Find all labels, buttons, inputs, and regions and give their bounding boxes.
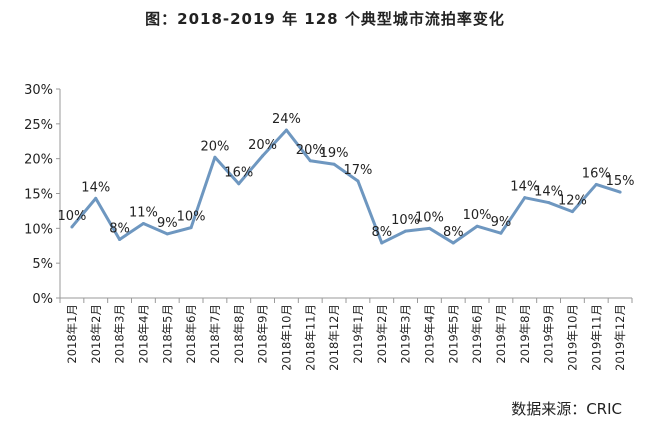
data-point (451, 241, 455, 245)
data-point (570, 210, 574, 214)
data-label: 8% (109, 221, 130, 236)
x-tick-label: 2019年12月 (613, 304, 627, 371)
data-label: 16% (224, 166, 253, 181)
y-tick-label: 0% (32, 292, 53, 307)
y-tick-label: 10% (24, 222, 53, 237)
data-point (523, 196, 527, 200)
data-label: 20% (248, 138, 277, 153)
data-label: 14% (81, 180, 110, 195)
chart-title: 图：2018-2019 年 128 个典型城市流拍率变化 (145, 10, 505, 28)
data-label: 12% (558, 194, 587, 209)
data-label: 10% (57, 209, 86, 224)
data-point (499, 231, 503, 235)
data-point (404, 229, 408, 233)
y-tick-label: 20% (24, 153, 53, 168)
data-point (547, 201, 551, 205)
data-point (284, 128, 288, 132)
x-tick-label: 2019年3月 (399, 304, 413, 364)
data-label: 9% (491, 215, 512, 230)
data-point (70, 225, 74, 229)
data-point (475, 224, 479, 228)
data-label: 11% (129, 205, 158, 220)
series-line (70, 128, 621, 245)
data-point (380, 241, 384, 245)
x-tick-label: 2019年9月 (542, 304, 556, 364)
x-tick-label: 2018年8月 (232, 304, 246, 364)
x-tick-label: 2018年3月 (113, 304, 127, 364)
data-point (237, 182, 241, 186)
x-tick-label: 2019年1月 (351, 304, 365, 364)
data-point (141, 221, 145, 225)
data-point (594, 182, 598, 186)
x-tick-label: 2019年7月 (494, 304, 508, 364)
data-point (427, 226, 431, 230)
x-tick-label: 2018年9月 (256, 304, 270, 364)
data-label: 19% (320, 146, 349, 161)
data-label: 14% (534, 185, 563, 200)
data-label: 8% (443, 225, 464, 240)
data-point (165, 232, 169, 236)
data-label: 10% (177, 210, 206, 225)
x-tick-label: 2019年6月 (470, 304, 484, 364)
chart-source: 数据来源：CRIC (511, 400, 622, 418)
x-tick-label: 2018年4月 (136, 304, 150, 364)
data-label: 17% (343, 163, 372, 178)
x-tick-label: 2019年8月 (518, 304, 532, 364)
data-point (189, 226, 193, 230)
x-tick-label: 2019年5月 (446, 304, 460, 364)
data-label: 15% (606, 174, 635, 189)
y-tick-label: 30% (24, 83, 53, 98)
x-tick-label: 2018年7月 (208, 304, 222, 364)
data-label: 8% (371, 225, 392, 240)
data-label: 10% (391, 213, 420, 228)
data-label: 10% (463, 208, 492, 223)
y-tick-label: 15% (24, 188, 53, 203)
y-tick-label: 5% (32, 257, 53, 272)
x-tick-label: 2019年2月 (375, 304, 389, 364)
data-point (618, 190, 622, 194)
data-label: 14% (510, 180, 539, 195)
data-label: 9% (157, 216, 178, 231)
data-point (356, 179, 360, 183)
x-tick-label: 2018年12月 (327, 304, 341, 371)
data-label: 10% (415, 210, 444, 225)
x-tick-label: 2019年10月 (565, 304, 579, 371)
data-point (118, 237, 122, 241)
data-label: 20% (200, 139, 229, 154)
data-point (94, 196, 98, 200)
x-tick-label: 2018年10月 (279, 304, 293, 371)
x-tick-label: 2019年4月 (422, 304, 436, 364)
data-point (261, 154, 265, 158)
data-label: 20% (296, 143, 325, 158)
x-tick-label: 2019年11月 (589, 304, 603, 371)
data-point (332, 162, 336, 166)
x-tick-label: 2018年6月 (184, 304, 198, 364)
x-tick-label: 2018年1月 (65, 304, 79, 364)
data-point (213, 155, 217, 159)
data-point (308, 159, 312, 163)
x-tick-label: 2018年5月 (160, 304, 174, 364)
data-label: 16% (582, 166, 611, 181)
data-label: 24% (272, 112, 301, 127)
x-tick-label: 2018年2月 (89, 304, 103, 364)
x-tick-label: 2018年11月 (303, 304, 317, 371)
y-tick-label: 25% (24, 118, 53, 133)
